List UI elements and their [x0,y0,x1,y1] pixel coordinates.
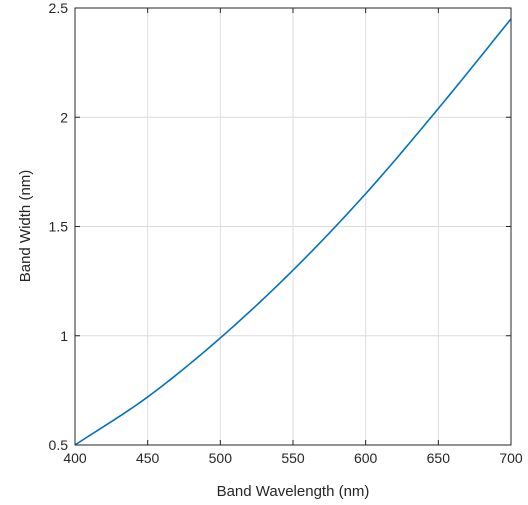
x-axis-label: Band Wavelength (nm) [217,483,370,500]
x-tick-label: 600 [354,450,378,466]
tick-labels: 400 450 500 550 600 650 700 0.5 1 1.5 2 2.5 [49,0,523,466]
ticks [74,7,512,446]
series-line [74,18,512,446]
x-tick-label: 550 [281,450,305,466]
x-tick-label: 500 [209,450,233,466]
y-tick-label: 2.5 [49,0,69,16]
x-tick-label: 450 [136,450,160,466]
y-tick-label: 1.5 [49,219,69,235]
x-tick-label: 700 [499,450,523,466]
y-tick-label: 0.5 [49,437,69,453]
grid [75,8,511,445]
y-tick-label: 1 [60,328,68,344]
y-tick-label: 2 [60,109,68,125]
x-tick-label: 400 [63,450,87,466]
x-tick-label: 650 [427,450,451,466]
y-axis-label: Band Width (nm) [17,170,34,283]
